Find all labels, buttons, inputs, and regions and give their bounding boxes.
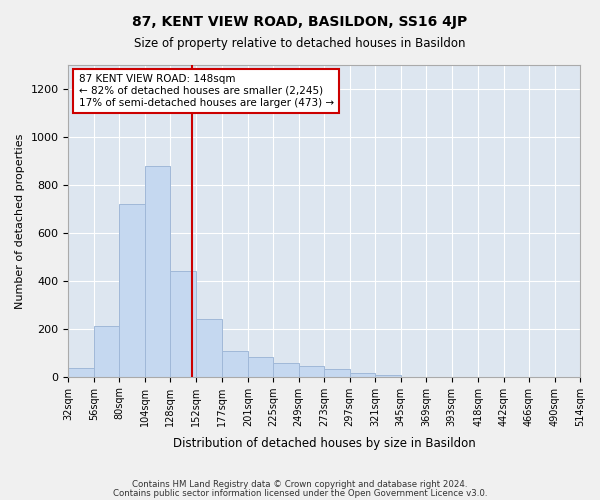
Y-axis label: Number of detached properties: Number of detached properties <box>15 133 25 308</box>
Bar <box>68 368 94 376</box>
Bar <box>223 352 248 376</box>
Text: Size of property relative to detached houses in Basildon: Size of property relative to detached ho… <box>134 38 466 51</box>
Text: 87 KENT VIEW ROAD: 148sqm
← 82% of detached houses are smaller (2,245)
17% of se: 87 KENT VIEW ROAD: 148sqm ← 82% of detac… <box>79 74 334 108</box>
Bar <box>299 366 324 376</box>
Bar <box>324 370 350 376</box>
Bar <box>170 271 196 376</box>
X-axis label: Distribution of detached houses by size in Basildon: Distribution of detached houses by size … <box>173 437 476 450</box>
Bar <box>350 373 375 376</box>
Bar <box>248 358 273 376</box>
Text: Contains public sector information licensed under the Open Government Licence v3: Contains public sector information licen… <box>113 488 487 498</box>
Bar <box>273 364 299 376</box>
Text: Contains HM Land Registry data © Crown copyright and database right 2024.: Contains HM Land Registry data © Crown c… <box>132 480 468 489</box>
Bar <box>94 326 119 376</box>
Bar <box>196 319 223 376</box>
Bar <box>145 166 170 376</box>
Text: 87, KENT VIEW ROAD, BASILDON, SS16 4JP: 87, KENT VIEW ROAD, BASILDON, SS16 4JP <box>133 15 467 29</box>
Bar <box>119 204 145 376</box>
